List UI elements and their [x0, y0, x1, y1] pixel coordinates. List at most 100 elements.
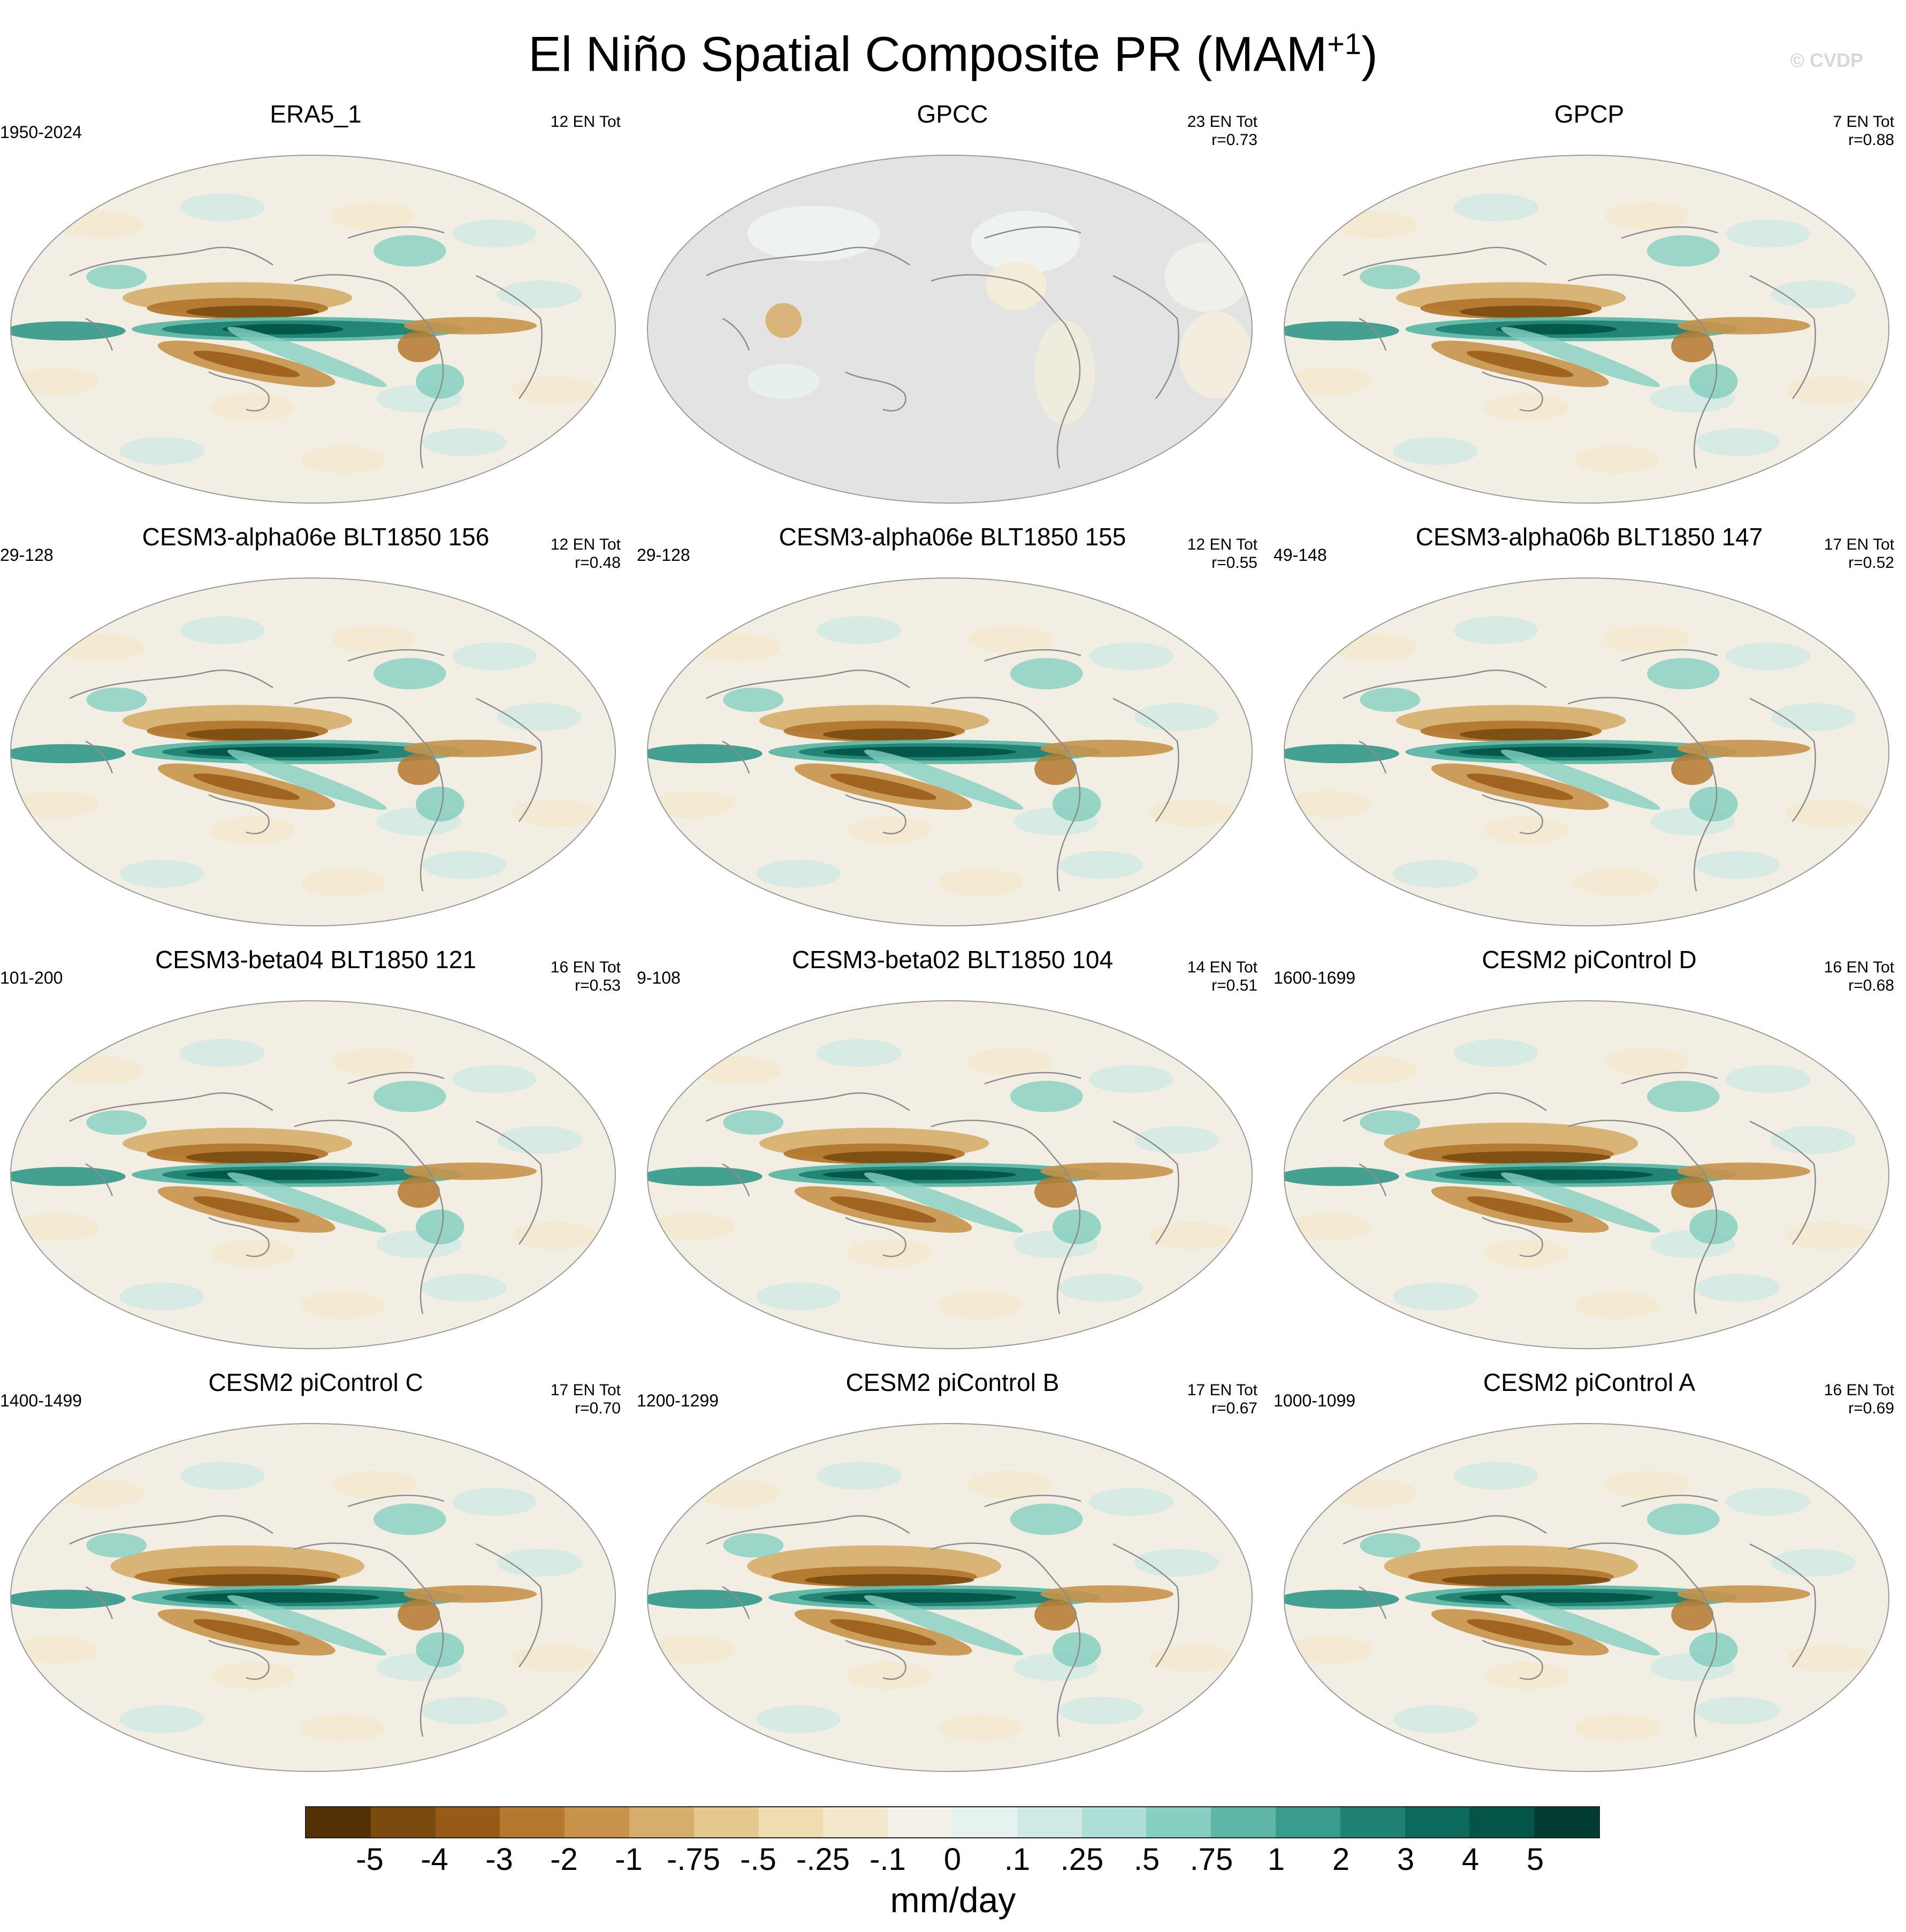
colorbar-tick: 1: [1267, 1842, 1285, 1877]
panel-correlation: r=0.55: [1211, 554, 1257, 572]
colorbar-tick: 2: [1332, 1842, 1350, 1877]
panel-title: CESM2 piControl D: [1482, 946, 1697, 973]
colorbar-swatch: [952, 1807, 1017, 1837]
colorbar-tick: 3: [1397, 1842, 1415, 1877]
panel-title: ERA5_1: [270, 100, 362, 128]
panel-stats: 12 EN Tot r=0.55: [1187, 536, 1257, 572]
panel-event-count: 16 EN Tot: [1824, 1381, 1894, 1399]
figure-title: El Niño Spatial Composite PR (MAM+1): [0, 12, 1906, 87]
panel-title: CESM2 piControl A: [1483, 1368, 1696, 1396]
panel-event-count: 16 EN Tot: [1824, 959, 1894, 976]
panel-years: 101-200: [0, 968, 63, 987]
colorbar-tick: 4: [1461, 1842, 1480, 1877]
panel-stats: 12 EN Tot: [551, 113, 621, 131]
map-panel: GPCP 7 EN Tot r=0.88: [1274, 99, 1905, 522]
panel-years: 1200-1299: [637, 1391, 719, 1410]
colorbar-units: mm/day: [890, 1880, 1016, 1920]
colorbar: [305, 1806, 1600, 1838]
panel-stats: 17 EN Tot r=0.52: [1824, 536, 1894, 572]
title-text: El Niño Spatial Composite PR (MAM: [528, 27, 1328, 82]
map-panel: GPCC 23 EN Tot r=0.73: [637, 99, 1268, 522]
robinson-map: [647, 1423, 1253, 1772]
panel-stats: 12 EN Tot r=0.48: [551, 536, 621, 572]
panel-event-count: 17 EN Tot: [1187, 1381, 1257, 1399]
colorbar-swatch: [1405, 1807, 1470, 1837]
panel-years: 1400-1499: [0, 1391, 82, 1410]
panel-years: 1600-1699: [1274, 968, 1356, 987]
colorbar-tick: -.1: [870, 1842, 906, 1877]
panel-stats: 23 EN Tot r=0.73: [1187, 113, 1257, 149]
colorbar-tick: -.5: [740, 1842, 776, 1877]
panel-event-count: 12 EN Tot: [550, 113, 621, 131]
map-panel: CESM3-beta02 BLT1850 104 9-108 14 EN Tot r=…: [637, 945, 1268, 1367]
panel-title: GPCC: [917, 100, 988, 128]
robinson-map: [1284, 155, 1889, 504]
colorbar-swatch: [1017, 1807, 1082, 1837]
colorbar-tick: .1: [1004, 1842, 1031, 1877]
watermark: © CVDP: [1790, 49, 1863, 71]
colorbar-swatch: [1211, 1807, 1276, 1837]
robinson-map: [647, 1000, 1253, 1349]
robinson-map: [10, 155, 616, 504]
colorbar-swatch: [435, 1807, 500, 1837]
panel-title: CESM2 piControl C: [208, 1368, 423, 1396]
colorbar-swatch: [629, 1807, 694, 1837]
panel-title: CESM3-alpha06e BLT1850 155: [779, 523, 1126, 551]
colorbar-tick: -.25: [796, 1842, 850, 1877]
panel-years: 49-148: [1274, 545, 1327, 565]
panel-years: 29-128: [0, 545, 54, 565]
panel-event-count: 16 EN Tot: [550, 959, 621, 976]
colorbar-tick: .25: [1060, 1842, 1104, 1877]
robinson-map: [1284, 577, 1889, 926]
panel-event-count: 14 EN Tot: [1187, 959, 1257, 976]
panel-title: CESM3-beta02 BLT1850 104: [791, 946, 1114, 973]
map-panel: CESM3-beta04 BLT1850 121 101-200 16 EN Tot…: [0, 945, 631, 1367]
panel-title: CESM2 piControl B: [845, 1368, 1059, 1396]
colorbar-swatch: [693, 1807, 759, 1837]
colorbar-tick: -5: [356, 1842, 384, 1877]
panel-correlation: r=0.88: [1848, 131, 1894, 149]
panel-correlation: r=0.68: [1848, 977, 1894, 994]
colorbar-swatch: [1146, 1807, 1211, 1837]
panel-years: 9-108: [637, 968, 681, 987]
colorbar-tick: -.75: [667, 1842, 720, 1877]
map-panel: CESM3-alpha06e BLT1850 155 29-128 12 EN To…: [637, 522, 1268, 945]
colorbar-tick: .5: [1133, 1842, 1160, 1877]
colorbar-swatch: [306, 1807, 371, 1837]
panel-correlation: r=0.70: [575, 1399, 621, 1417]
colorbar-swatch: [823, 1807, 888, 1837]
colorbar-tick: 0: [943, 1842, 962, 1877]
title-close: ): [1361, 27, 1378, 82]
panel-correlation: r=0.52: [1848, 554, 1894, 572]
map-panel: CESM2 piControl D 1600-1699 16 EN Tot r=0.6…: [1274, 945, 1905, 1367]
colorbar-tick: 5: [1526, 1842, 1544, 1877]
panel-event-count: 17 EN Tot: [1824, 536, 1894, 553]
panel-years: 29-128: [637, 545, 690, 565]
panel-years: 1000-1099: [1274, 1391, 1356, 1410]
colorbar-swatch: [758, 1807, 824, 1837]
map-panel: CESM2 piControl B 1200-1299 17 EN Tot r=0.6…: [637, 1367, 1268, 1790]
colorbar-tick-labels: -5 -4 -3 -2 -1 -.75 -.5 -.25 -.1 0 .1 .25 .5 .75 1 2 3 4 5: [305, 1841, 1600, 1878]
colorbar-swatch: [1340, 1807, 1405, 1837]
robinson-map: [647, 155, 1253, 504]
panel-stats: 7 EN Tot r=0.88: [1833, 113, 1894, 149]
panel-stats: 16 EN Tot r=0.68: [1824, 959, 1894, 995]
map-panel: CESM3-alpha06b BLT1850 147 49-148 17 EN To…: [1274, 522, 1905, 945]
colorbar-swatch: [888, 1807, 952, 1837]
panel-stats: 17 EN Tot r=0.70: [551, 1381, 621, 1418]
panel-correlation: r=0.51: [1211, 977, 1257, 994]
panel-event-count: 12 EN Tot: [1187, 536, 1257, 553]
panel-title: CESM3-beta04 BLT1850 121: [155, 946, 477, 973]
panel-correlation: r=0.69: [1848, 1399, 1894, 1417]
colorbar-swatch: [565, 1807, 629, 1837]
panel-title: CESM3-alpha06e BLT1850 156: [142, 523, 490, 551]
panel-event-count: 23 EN Tot: [1187, 113, 1257, 131]
panel-title: CESM3-alpha06b BLT1850 147: [1415, 523, 1763, 551]
colorbar-tick: -3: [485, 1842, 513, 1877]
panel-stats: 16 EN Tot r=0.69: [1824, 1381, 1894, 1418]
panel-event-count: 7 EN Tot: [1833, 113, 1894, 131]
robinson-map: [10, 1000, 616, 1349]
map-panel: CESM3-alpha06e BLT1850 156 29-128 12 EN To…: [0, 522, 631, 945]
panel-years: 1950-2024: [0, 123, 82, 142]
robinson-map: [10, 577, 616, 926]
